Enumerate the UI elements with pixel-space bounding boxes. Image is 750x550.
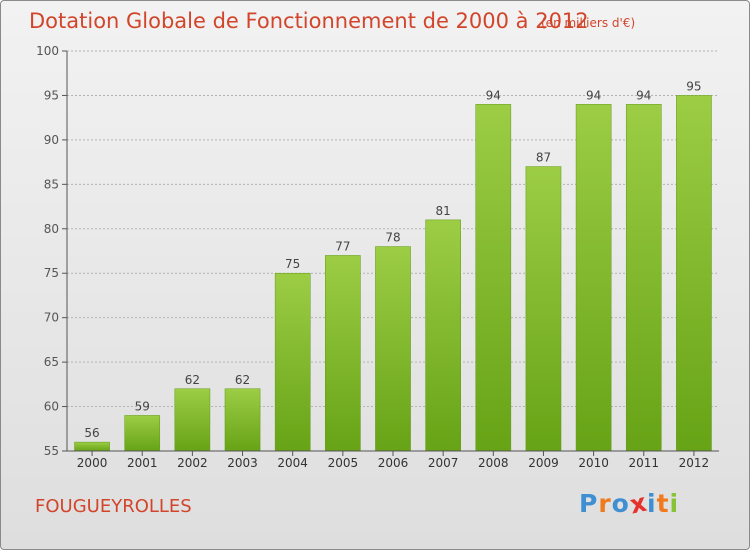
value-label: 94 [636,88,651,102]
y-tick-label: 75 [44,266,59,280]
y-tick-label: 80 [44,222,59,236]
x-tick-label: 2007 [428,456,459,470]
value-label: 77 [335,239,350,253]
logo-letter: i [647,489,657,518]
y-tick-label: 55 [44,444,59,458]
value-label: 78 [385,231,400,245]
x-tick-label: 2003 [227,456,258,470]
bar-2008 [475,104,512,452]
x-tick-label: 2006 [378,456,409,470]
bar-2010 [575,104,612,452]
value-label: 81 [436,204,451,218]
x-tick-label: 2004 [277,456,308,470]
y-tick-label: 60 [44,400,59,414]
bar-2002 [174,388,211,452]
logo-letter: o [611,489,630,518]
logo-letter: t [656,489,670,518]
bar-2012 [676,95,712,452]
value-label: 62 [185,373,200,387]
y-tick-label: 100 [36,44,59,58]
logo-letter: i [669,489,680,518]
proxiti-logo: Proxiti [579,488,680,520]
value-label: 62 [235,373,250,387]
y-tick-label: 95 [44,88,59,102]
commune-name: FOUGUEYROLLES [35,496,192,517]
bars: 56 59 62 62 75 77 78 81 94 87 94 94 95 [74,79,712,452]
value-label: 59 [135,399,150,413]
value-label: 95 [686,79,701,93]
bar-2001 [124,415,161,452]
value-label: 87 [536,151,551,165]
bar-2005 [325,255,361,452]
bar-2004 [274,272,311,452]
x-tick-label: 2001 [127,456,158,470]
chart-title: Dotation Globale de Fonctionnement de 20… [29,9,589,33]
value-label: 94 [486,88,501,102]
y-tick-label: 90 [44,133,59,147]
x-tick-label: 2010 [578,456,609,470]
bar-2006 [375,246,411,452]
bar-2009 [525,166,562,452]
x-tick-label: 2002 [177,456,208,470]
y-tick-label: 65 [44,355,59,369]
x-tick-label: 2005 [328,456,359,470]
x-tick-label: 2011 [628,456,659,470]
x-tick-label: 2008 [478,456,509,470]
logo-letter: P [579,489,599,518]
chart-unit: (en milliers d'€) [541,16,636,30]
x-tick-label: 2000 [77,456,108,470]
bar-2000 [74,441,110,452]
x-tick-label: 2009 [528,456,559,470]
bar-2003 [224,388,261,452]
logo-letter: r [598,489,612,518]
bar-2007 [425,219,461,452]
axes: 55 60 65 70 75 80 85 90 95 100 2000 2001 2002 2003 200… [36,44,719,470]
bar-2011 [625,104,662,452]
y-tick-label: 70 [44,311,59,325]
y-tick-label: 85 [44,177,59,191]
value-label: 56 [84,426,99,440]
x-tick-label: 2012 [679,456,710,470]
value-label: 75 [285,257,300,271]
value-label: 94 [586,88,601,102]
